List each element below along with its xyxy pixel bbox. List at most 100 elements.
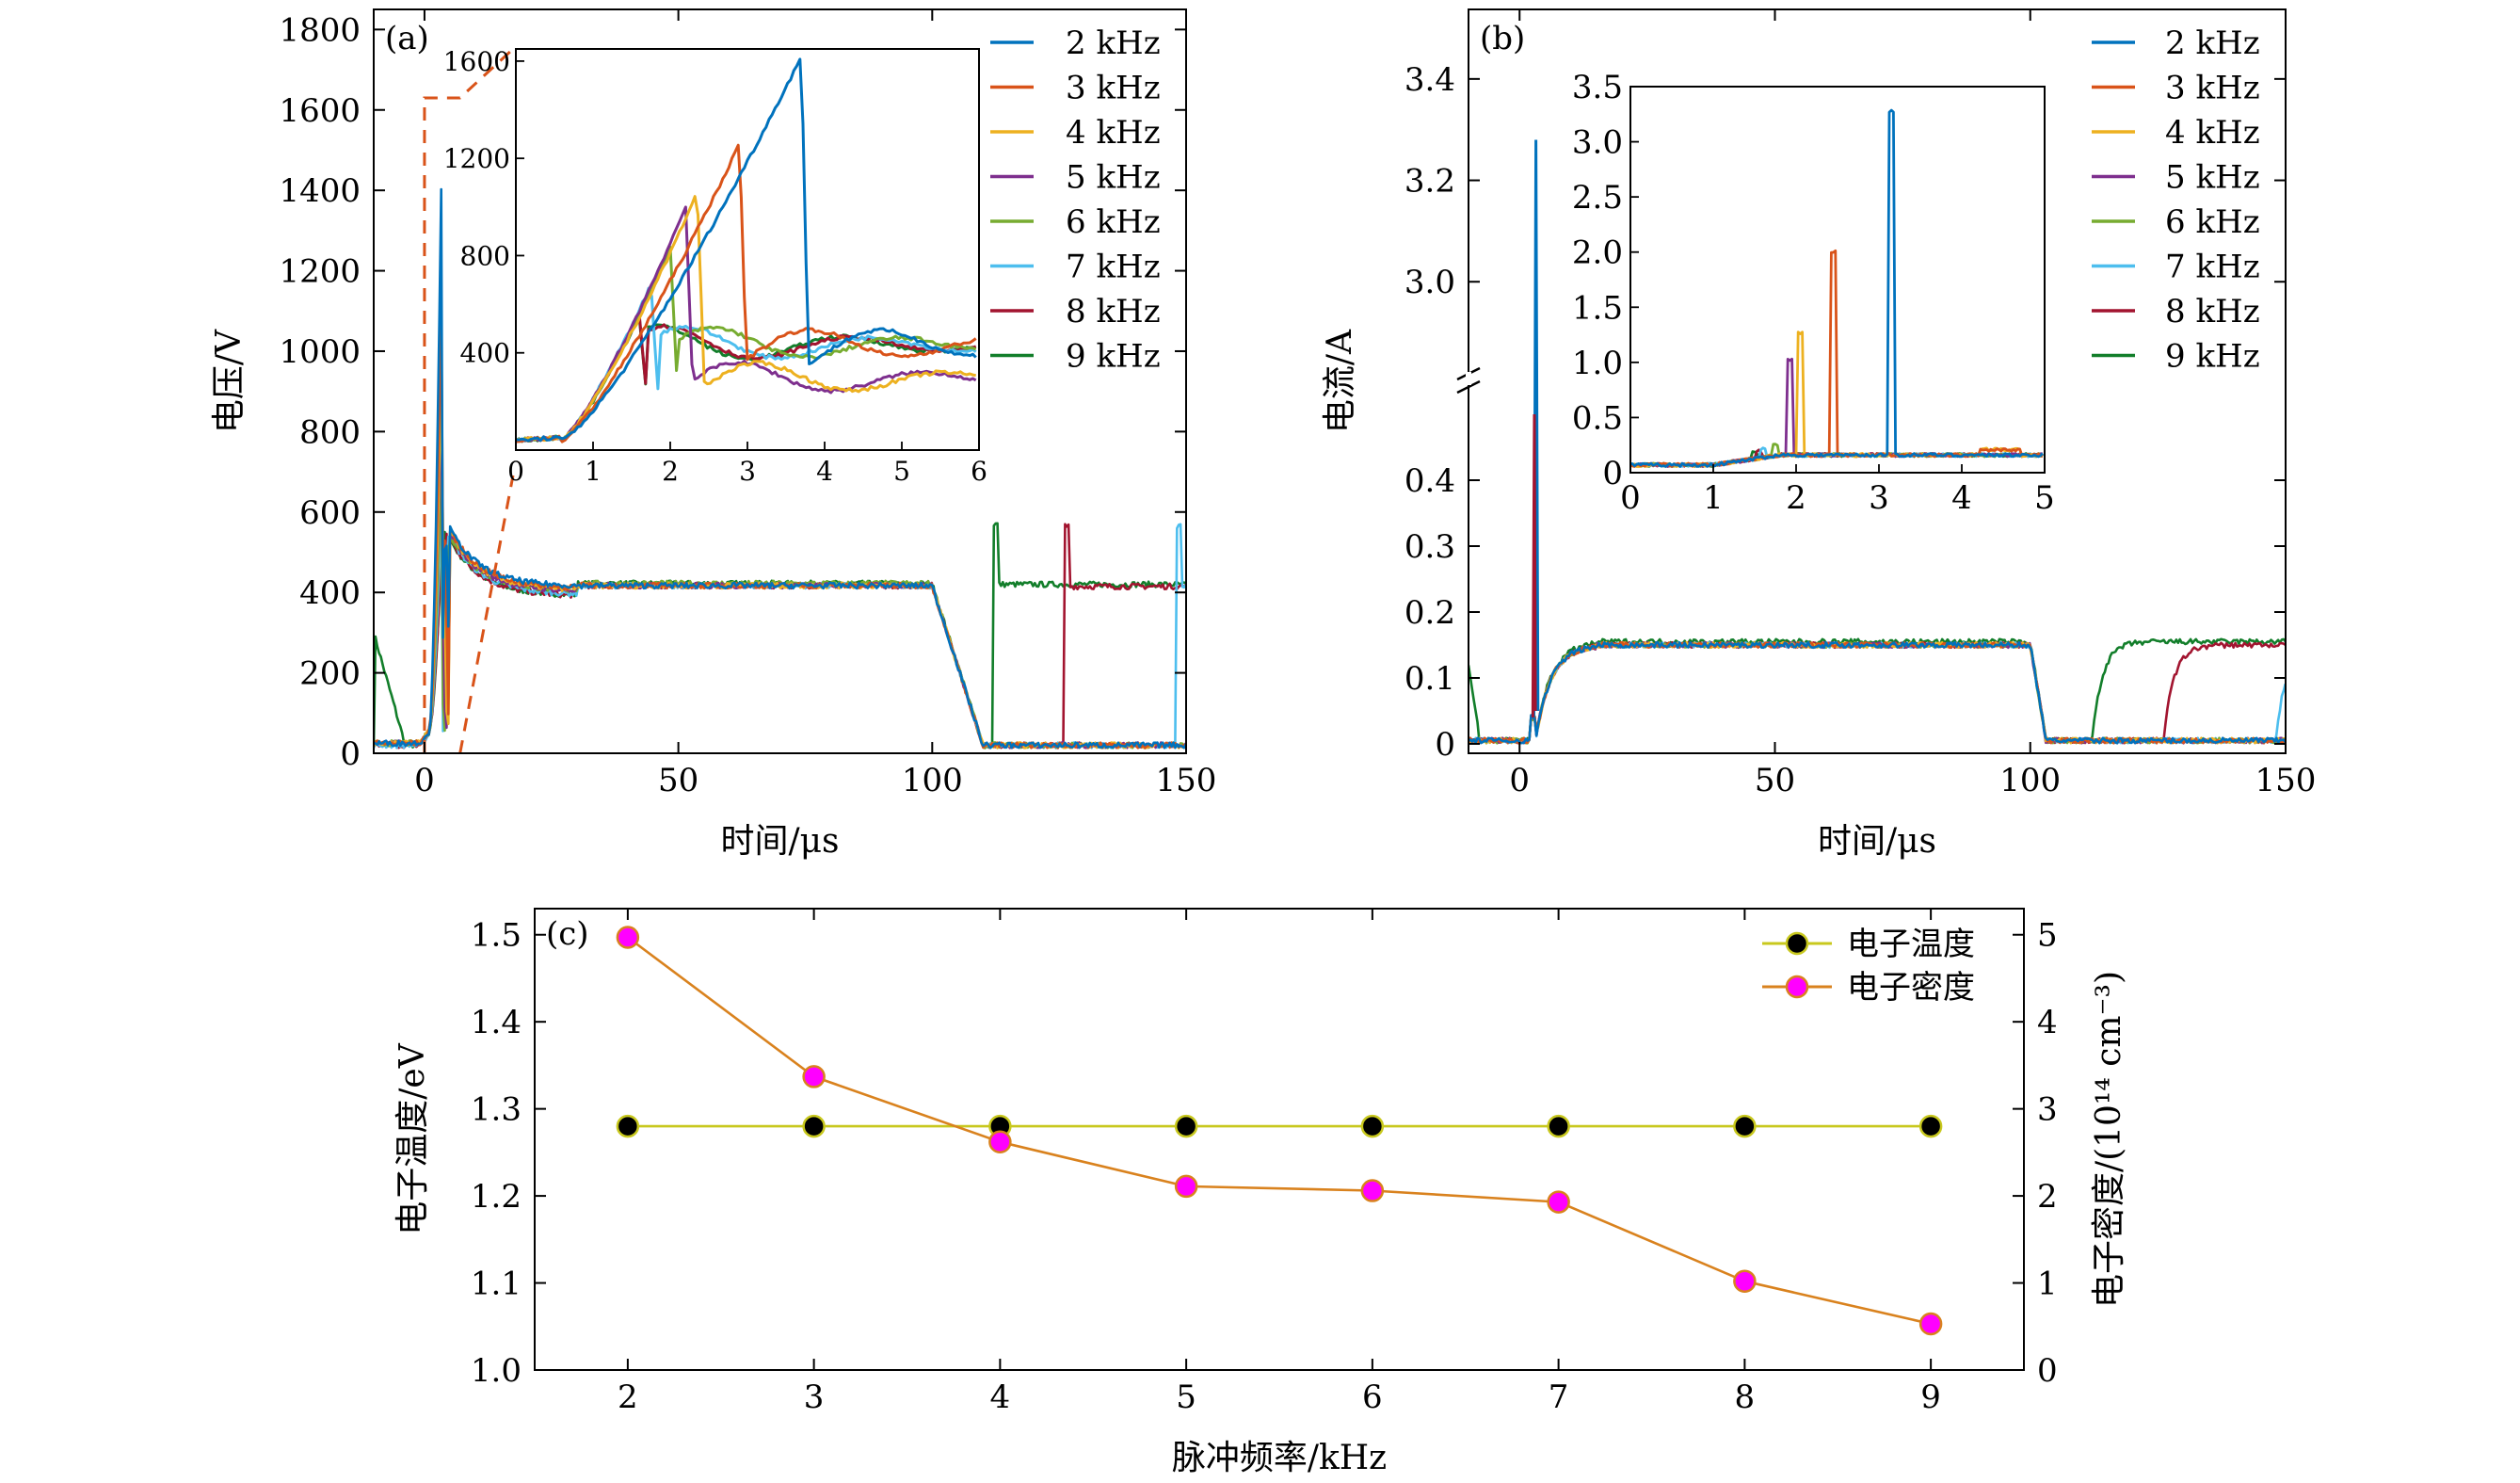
inset-x-tick-label: 2 [1786, 479, 1806, 517]
inset-y-tick-label: 1.0 [1572, 345, 1623, 382]
x-axis-label: 脉冲频率/kHz [1172, 1439, 1387, 1477]
x-tick-label: 2 [618, 1378, 638, 1416]
data-point-temperature [802, 1114, 826, 1138]
legend-label: 5 kHz [1066, 159, 1161, 197]
y-tick-label: 0 [1435, 726, 1455, 764]
axis-break-gap [1466, 372, 1471, 385]
data-point-density [1547, 1190, 1570, 1214]
y-tick-label-right: 5 [2037, 917, 2058, 955]
series-line-5kHz [1469, 640, 2286, 745]
x-tick-label: 5 [1176, 1378, 1196, 1416]
inset-series-line-2kHz [1630, 108, 2044, 468]
legend-label: 电子温度 [1847, 926, 1975, 963]
inset-y-tick-label: 1200 [443, 143, 510, 174]
inset-y-tick-label: 1600 [443, 46, 510, 77]
inset-y-tick-label: 0.5 [1572, 399, 1623, 437]
x-axis-label: 时间/μs [720, 822, 839, 861]
x-tick-label: 0 [1509, 762, 1530, 799]
zoom-guide-line [458, 475, 515, 754]
legend-label: 2 kHz [1066, 24, 1161, 62]
y-axis-label: 电流/A [1321, 329, 1359, 433]
y-tick-label: 3.0 [1404, 264, 1455, 301]
legend-label: 4 kHz [2165, 114, 2260, 152]
legend-marker [1785, 931, 1809, 956]
series-line-4kHz [1469, 640, 2286, 745]
legend-marker [1785, 975, 1809, 999]
legend-label: 9 kHz [1066, 338, 1161, 376]
series-line-8kHz [374, 523, 1186, 750]
y-tick-label-right: 2 [2037, 1178, 2058, 1216]
y-tick-label: 1000 [279, 333, 361, 371]
plot-area [374, 187, 1186, 750]
inset-background [516, 49, 979, 450]
plot-area [1469, 139, 2286, 745]
legend-label: 电子密度 [1847, 969, 1975, 1007]
panel-label: (a) [385, 20, 429, 57]
inset-y-tick-label: 3.5 [1572, 69, 1623, 106]
panel-c: 2 3 4 5 6 7 8 9 1.0 1.1 1.2 1.3 1.4 1.5 0 1 2 3 4 5 脉冲频率/kHz… [393, 908, 2128, 1477]
y-axis-label: 电压/V [210, 329, 249, 433]
inset-x-tick-label: 0 [1620, 479, 1641, 517]
y-tick-label: 3.4 [1404, 61, 1455, 99]
y-tick-label: 0.1 [1404, 660, 1455, 698]
inset-x-tick-label: 2 [662, 456, 679, 487]
y-tick-label: 200 [299, 655, 361, 693]
y-tick-label: 0.2 [1404, 594, 1455, 632]
inset-x-tick-label: 3 [739, 456, 756, 487]
y-tick-label: 1.3 [471, 1091, 522, 1129]
y-tick-label: 1600 [279, 92, 361, 130]
y-tick-label: 600 [299, 494, 361, 532]
plot-frame [373, 8, 1187, 754]
data-point-density [1918, 1312, 1943, 1336]
inset-series-line-2kHz [516, 57, 977, 443]
y-tick-label: 1200 [279, 253, 361, 291]
y-tick-label: 1800 [279, 11, 361, 49]
data-point-density [1174, 1174, 1198, 1199]
y-axis-label: 电子温度/eV [393, 1042, 432, 1234]
data-point-density [802, 1065, 826, 1088]
y-tick-label: 1.4 [471, 1004, 522, 1041]
series-line-6kHz [1469, 641, 2286, 745]
y-tick-label: 1.0 [471, 1352, 522, 1390]
y-tick-label: 3.2 [1404, 163, 1455, 201]
y-tick-label: 1.2 [471, 1178, 522, 1216]
y-tick-label: 1.5 [471, 917, 522, 955]
x-tick-label: 150 [2255, 762, 2317, 799]
y-tick-label: 800 [299, 413, 361, 451]
inset-y-tick-label: 2.0 [1572, 234, 1623, 272]
legend-label: 8 kHz [2165, 293, 2260, 330]
x-axis-label: 时间/μs [1818, 822, 1936, 861]
data-point-temperature [1547, 1114, 1570, 1138]
inset-x-tick-label: 5 [2034, 479, 2055, 517]
data-point-temperature [1360, 1114, 1385, 1138]
series-line-3kHz [1469, 640, 2286, 745]
y-tick-label: 400 [299, 574, 361, 612]
inset-frame [1629, 86, 2046, 474]
series-line-2kHz [1469, 640, 2286, 745]
x-tick-label: 100 [902, 762, 963, 799]
legend-label: 4 kHz [1066, 114, 1161, 152]
y-axis-label-right: 电子密度/(10¹⁴ cm⁻³) [2090, 971, 2128, 1308]
inset-plot-area [516, 57, 977, 443]
legend-label: 6 kHz [2165, 203, 2260, 241]
inset-x-tick-label: 5 [893, 456, 910, 487]
x-tick-label: 6 [1362, 1378, 1383, 1416]
zoom-guide-line [423, 47, 515, 753]
legend-label: 8 kHz [1066, 293, 1161, 330]
x-tick-label: 50 [658, 762, 698, 799]
y-tick-label-right: 3 [2037, 1091, 2058, 1129]
data-point-density [1733, 1269, 1757, 1293]
series-line-2kHz [374, 187, 1186, 750]
legend-label: 9 kHz [2165, 338, 2260, 376]
legend-label: 2 kHz [2165, 24, 2260, 62]
legend-label: 3 kHz [1066, 70, 1161, 107]
panel-b: 0 50 100 15000.10.20.30.43.03.23.4时间/μs电流/A… [1321, 8, 2317, 861]
inset-y-tick-label: 3.0 [1572, 124, 1623, 162]
inset-x-tick-label: 1 [585, 456, 602, 487]
inset-y-tick-label: 1.5 [1572, 289, 1623, 327]
data-point-temperature [1918, 1114, 1943, 1138]
x-tick-label: 50 [1755, 762, 1795, 799]
inset-y-tick-label: 2.5 [1572, 179, 1623, 217]
x-tick-label: 100 [1999, 762, 2061, 799]
